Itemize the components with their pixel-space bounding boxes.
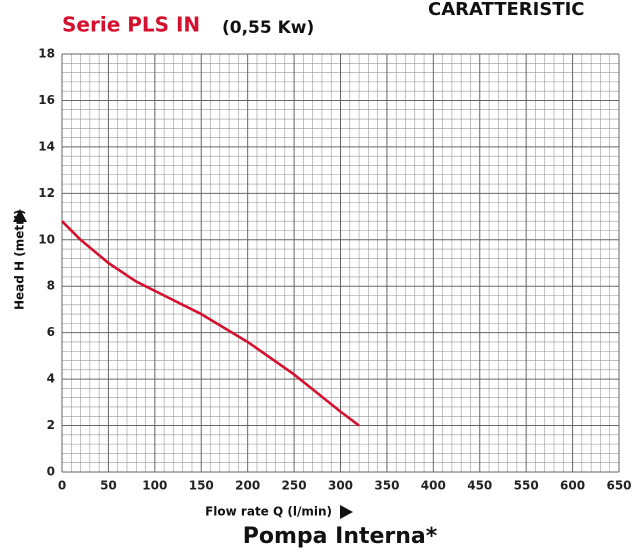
y-arrow [13,209,27,222]
x-tick-label: 0 [58,479,66,493]
chart-title: Serie PLS IN [62,13,200,37]
chart-subtitle: (0,55 Kw) [222,18,314,38]
footer: Pompa Interna* [243,524,438,549]
y-tick-label: 10 [38,232,55,246]
x-tick-label: 200 [235,479,260,493]
x-tick-label: 400 [421,479,446,493]
y-tick-label: 12 [38,186,55,200]
x-tick-label: 350 [374,479,399,493]
y-axis-label: Head H (metri) [13,209,27,310]
x-tick-label: 650 [606,479,631,493]
x-tick-label: 100 [142,479,167,493]
y-tick-label: 4 [47,372,55,386]
x-tick-label: 450 [467,479,492,493]
y-tick-label: 14 [38,139,55,153]
x-tick-label: 250 [282,479,307,493]
x-axis-label: Flow rate Q (l/min) [205,505,332,519]
x-arrow [340,505,353,519]
x-tick-label: 50 [100,479,117,493]
y-tick-label: 18 [38,47,55,61]
y-tick-label: 8 [47,279,55,293]
y-tick-label: 6 [47,325,55,339]
y-tick-label: 0 [47,465,55,479]
x-tick-label: 300 [328,479,353,493]
x-tick-label: 600 [560,479,585,493]
y-tick-label: 16 [38,93,55,107]
y-tick-label: 2 [47,418,55,432]
curve [61,220,360,427]
x-tick-label: 550 [514,479,539,493]
header: CARATTERISTIC [428,0,585,20]
x-tick-label: 150 [189,479,214,493]
